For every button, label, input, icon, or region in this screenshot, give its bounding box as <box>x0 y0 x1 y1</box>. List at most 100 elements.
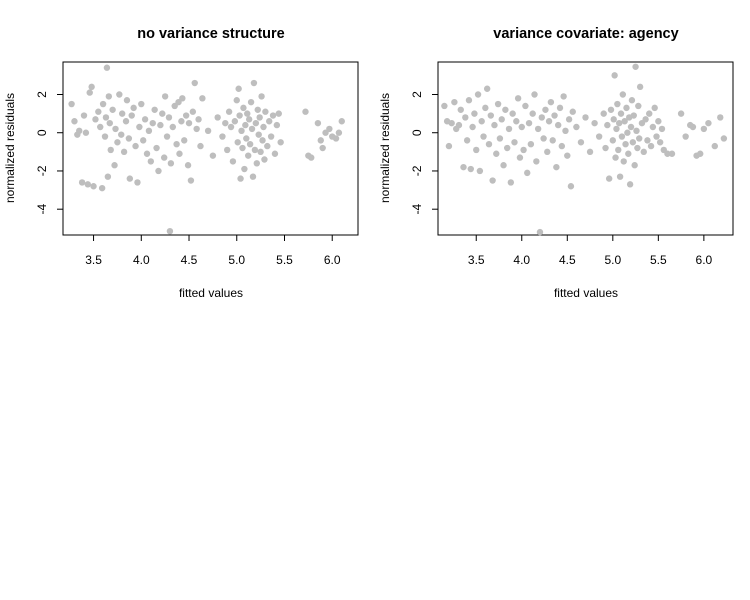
data-point <box>112 125 119 133</box>
data-point <box>84 181 92 188</box>
data-point <box>604 121 611 129</box>
data-point <box>238 127 245 135</box>
data-point <box>184 162 192 169</box>
data-point <box>128 112 135 119</box>
data-point <box>631 162 638 169</box>
data-point <box>538 114 545 121</box>
data-point <box>163 133 171 140</box>
data-point <box>705 119 712 127</box>
data-point <box>503 144 511 152</box>
data-point <box>511 139 518 146</box>
data-point <box>176 150 183 157</box>
data-point <box>92 116 99 123</box>
data-point <box>90 183 97 190</box>
data-point <box>677 110 685 117</box>
data-point <box>261 156 268 163</box>
data-point <box>195 116 202 123</box>
data-point <box>255 131 262 138</box>
data-point <box>480 133 487 140</box>
y-tick-label: -2 <box>35 165 49 176</box>
x-tick-label: 4.0 <box>513 253 530 267</box>
data-point <box>227 123 235 131</box>
data-point <box>668 150 676 157</box>
data-point <box>97 123 104 131</box>
data-point <box>78 179 86 186</box>
data-point <box>191 79 198 87</box>
data-points <box>441 63 728 236</box>
data-point <box>264 142 271 150</box>
data-point <box>245 116 253 123</box>
data-point <box>531 91 538 98</box>
y-tick-label: 0 <box>410 129 424 136</box>
data-point <box>139 137 147 144</box>
data-point <box>441 102 448 110</box>
data-point <box>455 121 463 129</box>
data-points <box>68 64 345 235</box>
y-axis-ticks: -4 -2 0 2 <box>35 91 63 215</box>
data-point <box>145 127 153 135</box>
data-point <box>197 142 204 150</box>
data-point <box>243 135 250 142</box>
data-point <box>545 118 553 125</box>
y-tick-label: 2 <box>35 91 49 98</box>
data-point <box>224 146 231 154</box>
data-point <box>167 160 175 167</box>
data-point <box>335 129 343 136</box>
data-point <box>636 83 644 91</box>
data-point <box>130 104 137 112</box>
data-point <box>143 150 151 157</box>
data-point <box>651 104 658 112</box>
data-point <box>326 125 333 133</box>
data-point <box>245 152 252 159</box>
data-point <box>99 100 107 108</box>
data-point <box>111 162 118 169</box>
data-point <box>136 123 143 131</box>
data-point <box>591 119 598 127</box>
data-point <box>126 175 134 182</box>
data-point <box>259 137 266 144</box>
data-point <box>240 104 247 112</box>
data-point <box>225 108 233 115</box>
data-point <box>565 116 573 123</box>
data-point <box>467 165 474 173</box>
data-point <box>618 133 626 140</box>
data-point <box>619 91 627 98</box>
data-point <box>88 83 95 91</box>
data-point <box>520 146 527 154</box>
data-point <box>237 175 244 182</box>
data-point <box>266 118 273 125</box>
data-point <box>646 110 653 117</box>
data-point <box>607 106 615 113</box>
data-point <box>600 110 607 117</box>
data-point <box>595 133 603 140</box>
data-point <box>560 93 567 100</box>
data-point <box>626 181 634 188</box>
data-point <box>615 146 622 154</box>
data-point <box>536 228 544 236</box>
data-point <box>273 121 281 129</box>
data-point <box>138 100 145 108</box>
data-point <box>617 110 625 117</box>
data-point <box>564 152 571 159</box>
data-point <box>553 163 560 171</box>
x-tick-label: 6.0 <box>696 253 713 267</box>
data-point <box>558 142 566 150</box>
x-tick-label: 5.0 <box>228 253 245 267</box>
data-point <box>540 135 547 142</box>
x-tick-label: 6.0 <box>324 253 341 267</box>
data-point <box>682 133 689 140</box>
data-point <box>609 137 617 144</box>
y-tick-label: -4 <box>410 204 424 215</box>
data-point <box>269 112 277 119</box>
data-point <box>533 158 540 165</box>
data-point <box>71 118 78 125</box>
data-point <box>125 135 133 142</box>
data-point <box>181 137 188 144</box>
data-point <box>262 108 269 115</box>
data-point <box>653 133 660 140</box>
data-point <box>502 106 509 113</box>
y-tick-label: -4 <box>35 204 49 215</box>
x-tick-label: 5.0 <box>604 253 621 267</box>
data-point <box>82 129 90 136</box>
data-point <box>236 112 243 119</box>
